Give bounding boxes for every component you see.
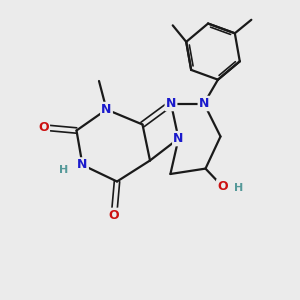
Text: N: N [166,97,176,110]
Text: N: N [173,132,184,145]
Text: N: N [101,103,112,116]
Text: N: N [77,158,88,172]
Text: H: H [59,165,68,176]
Text: O: O [109,209,119,222]
Text: O: O [217,180,228,193]
Text: O: O [38,121,49,134]
Text: N: N [199,97,209,110]
Text: H: H [234,183,243,193]
